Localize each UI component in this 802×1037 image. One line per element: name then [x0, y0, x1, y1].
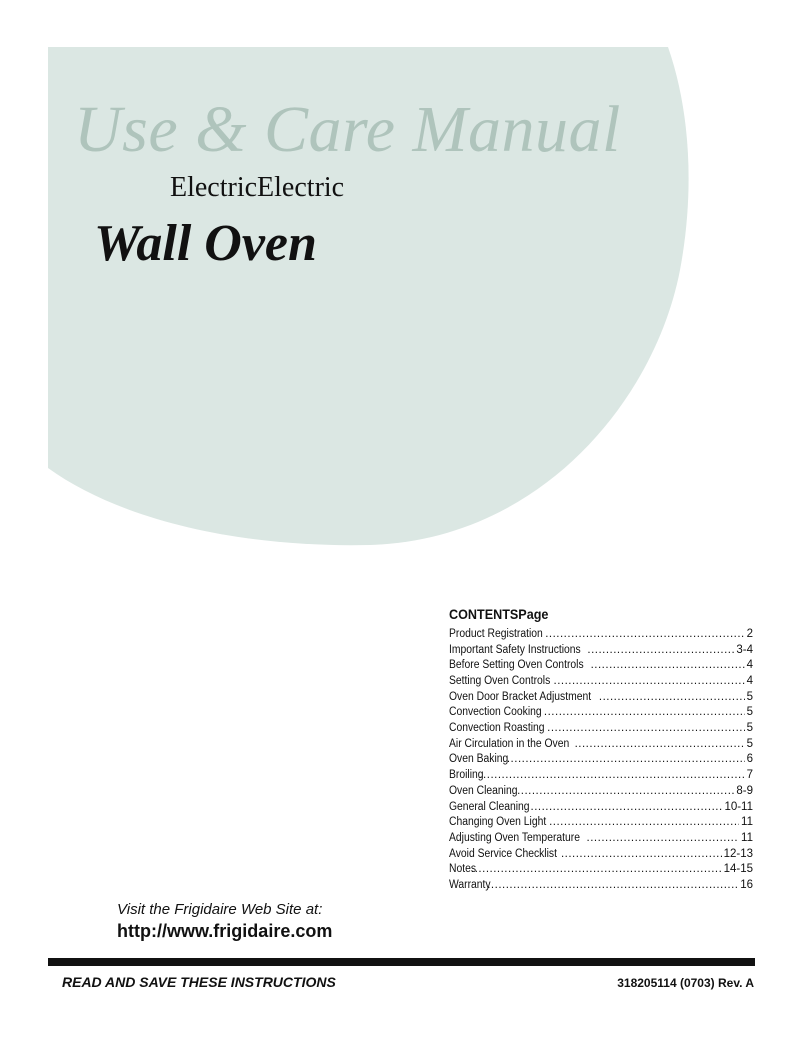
toc-page: 6 [746, 753, 753, 766]
toc-entry: Air Circulation in the Oven 5 [449, 737, 753, 753]
toc-entry: Before Setting Oven Controls 4 [449, 658, 753, 674]
toc-entry: Notes 14-15 [449, 862, 753, 878]
toc-page: 4 [746, 659, 753, 672]
toc-label: Oven Baking [449, 753, 509, 766]
contents-heading: CONTENTSPage [449, 606, 549, 622]
toc-entry: Convection Cooking 5 [449, 705, 753, 721]
toc-label: Important Safety Instructions [449, 643, 581, 656]
toc-page: 2 [746, 627, 753, 640]
toc-entry: Oven Door Bracket Adjustment 5 [449, 690, 753, 706]
table-of-contents: CONTENTSPage Product Registration 2 Import… [449, 606, 753, 894]
toc-label: Before Setting Oven Controls [449, 659, 584, 672]
toc-page: 14-15 [723, 863, 753, 876]
toc-page: 4 [746, 675, 753, 688]
toc-page: 12-13 [723, 847, 753, 860]
toc-entry: Oven Cleaning 8-9 [449, 784, 753, 800]
toc-label: Adjusting Oven Temperature [449, 831, 580, 844]
dot-leader [587, 643, 734, 659]
dot-leader [599, 690, 745, 706]
toc-entry: Product Registration 2 [449, 627, 753, 643]
dot-leader [479, 768, 744, 784]
toc-entry: Warranty 16 [449, 878, 753, 894]
toc-entry: Avoid Service Checklist 12-13 [449, 847, 753, 863]
dot-leader [575, 737, 745, 753]
toc-label: Notes [449, 863, 477, 876]
footer-divider [48, 958, 755, 966]
circular-backdrop [48, 47, 689, 546]
toc-entry: Changing Oven Light 11 [449, 815, 753, 831]
toc-page: 7 [746, 769, 753, 782]
toc-entry: General Cleaning 10-11 [449, 800, 753, 816]
toc-page: 3-4 [736, 643, 753, 656]
dot-leader [587, 831, 740, 847]
toc-page: 5 [746, 737, 753, 750]
toc-page: 16 [740, 878, 753, 891]
toc-label: General Cleaning [449, 800, 530, 813]
toc-label: Oven Cleaning [449, 784, 518, 797]
dot-leader [531, 800, 723, 816]
toc-label: Air Circulation in the Oven [449, 737, 570, 750]
toc-label: Warranty [449, 878, 491, 891]
toc-label: Broiling [449, 769, 484, 782]
subtitle: ElectricElectric [170, 172, 345, 203]
website-prompt: Visit the Frigidaire Web Site at: [117, 901, 323, 918]
toc-entry: Convection Roasting 5 [449, 721, 753, 737]
toc-page: 11 [741, 831, 753, 844]
toc-label: Avoid Service Checklist [449, 847, 557, 860]
toc-page: 8-9 [736, 784, 753, 797]
dot-leader [561, 847, 722, 863]
dot-leader [545, 627, 744, 643]
dot-leader [487, 878, 738, 894]
toc-entry: Broiling 7 [449, 768, 753, 784]
footer-instructions: READ AND SAVE THESE INSTRUCTIONS [62, 974, 336, 990]
toc-page: 5 [746, 722, 753, 735]
toc-entry: Adjusting Oven Temperature 11 [449, 831, 753, 847]
toc-label: Changing Oven Light [449, 816, 547, 829]
toc-page: 11 [741, 816, 753, 829]
dot-leader [517, 784, 734, 800]
toc-label: Convection Roasting [449, 722, 545, 735]
website-url[interactable]: http://www.frigidaire.com [117, 921, 333, 941]
toc-label: Convection Cooking [449, 706, 542, 719]
manual-title: Use & Care Manual [74, 93, 621, 166]
toc-entry: Setting Oven Controls 4 [449, 674, 753, 690]
toc-label: Oven Door Bracket Adjustment [449, 690, 592, 703]
dot-leader [549, 815, 739, 831]
dot-leader [554, 674, 745, 690]
dot-leader [591, 658, 745, 674]
toc-page: 10-11 [724, 800, 753, 813]
toc-entry: Important Safety Instructions 3-4 [449, 643, 753, 659]
product-name: Wall Oven [94, 215, 317, 272]
toc-label: Product Registration [449, 627, 543, 640]
toc-page: 5 [746, 706, 753, 719]
toc-page: 5 [746, 690, 753, 703]
dot-leader [547, 721, 744, 737]
dot-leader [544, 705, 745, 721]
toc-entry: Oven Baking 6 [449, 753, 753, 769]
toc-label: Setting Oven Controls [449, 675, 551, 688]
document-number: 318205114 (0703) Rev. A [617, 976, 754, 990]
dot-leader [507, 752, 745, 768]
dot-leader [471, 862, 722, 878]
